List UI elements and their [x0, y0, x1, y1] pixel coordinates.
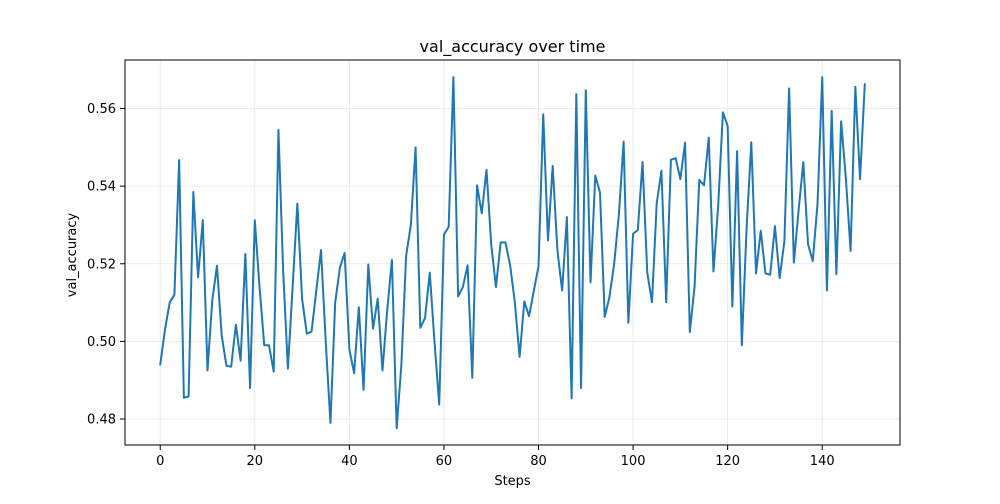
axes — [124, 59, 901, 446]
x-tick-label: 20 — [247, 454, 264, 469]
x-axis-label: Steps — [494, 474, 531, 489]
y-tick-label: 0.54 — [87, 180, 116, 195]
y-tick-label: 0.56 — [87, 102, 116, 117]
x-tick-label: 80 — [530, 454, 547, 469]
x-axis-ticks: 0 20 40 60 80 100 120 140 — [156, 445, 835, 469]
y-tick-label: 0.48 — [87, 412, 116, 427]
series-layer — [159, 76, 866, 430]
x-tick-label: 0 — [156, 454, 164, 469]
x-tick-label: 100 — [621, 454, 646, 469]
y-tick-label: 0.52 — [87, 257, 116, 272]
x-tick-label: 120 — [715, 454, 740, 469]
y-axis-ticks: 0.48 0.50 0.52 0.54 0.56 — [87, 102, 125, 427]
plot-frame — [124, 59, 901, 446]
chart-title: val_accuracy over time — [420, 37, 606, 57]
x-tick-label: 40 — [341, 454, 358, 469]
y-axis-label: val_accuracy — [65, 212, 80, 297]
x-tick-label: 60 — [436, 454, 453, 469]
x-tick-label: 140 — [810, 454, 835, 469]
series-line-0 — [159, 76, 866, 430]
y-tick-label: 0.50 — [87, 335, 116, 350]
